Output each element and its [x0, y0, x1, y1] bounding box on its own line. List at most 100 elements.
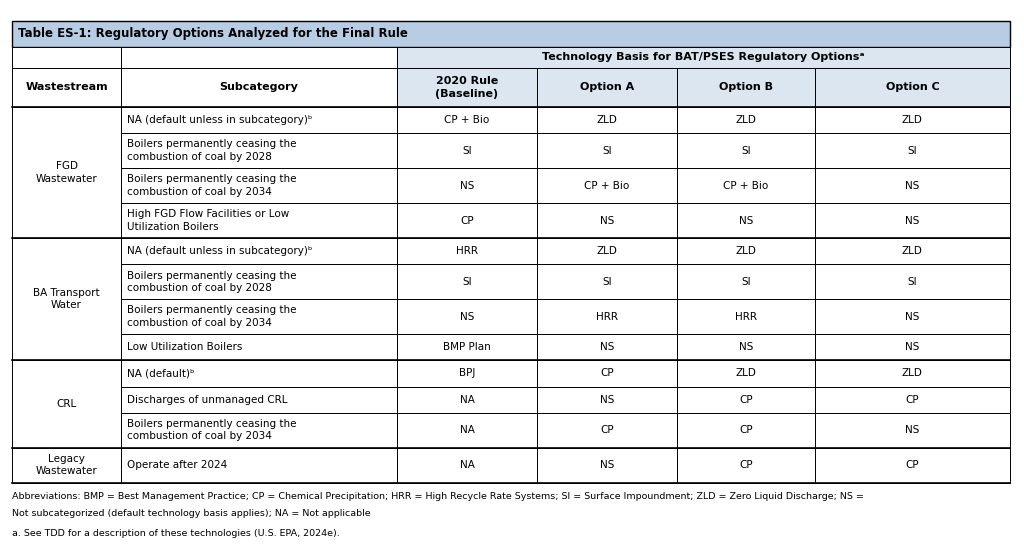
Bar — [397, 68, 537, 107]
Bar — [815, 168, 1010, 203]
Bar — [677, 264, 815, 299]
Bar — [12, 448, 121, 483]
Bar — [537, 413, 677, 448]
Text: SI: SI — [602, 277, 611, 287]
Text: ZLD: ZLD — [735, 246, 757, 256]
Text: CP: CP — [739, 395, 753, 405]
Text: Operate after 2024: Operate after 2024 — [127, 460, 227, 470]
Bar — [815, 68, 1010, 107]
Text: NS: NS — [460, 312, 474, 322]
Text: HRR: HRR — [735, 312, 757, 322]
Text: CP + Bio: CP + Bio — [723, 181, 769, 191]
Text: NS: NS — [599, 342, 614, 352]
Text: Option A: Option A — [580, 82, 634, 92]
Text: CP: CP — [600, 425, 613, 435]
Bar — [537, 264, 677, 299]
Bar — [397, 47, 1010, 68]
Text: SI: SI — [907, 277, 918, 287]
Bar — [121, 168, 397, 203]
Bar — [815, 203, 1010, 238]
Text: NA (default unless in subcategory)ᵇ: NA (default unless in subcategory)ᵇ — [127, 115, 312, 125]
Bar — [12, 360, 121, 448]
Bar — [815, 238, 1010, 264]
Bar — [815, 334, 1010, 360]
Text: NS: NS — [599, 460, 614, 470]
Text: Boilers permanently ceasing the
combustion of coal by 2028: Boilers permanently ceasing the combusti… — [127, 270, 297, 293]
Text: BPJ: BPJ — [459, 369, 475, 378]
Bar — [677, 203, 815, 238]
Text: Option C: Option C — [886, 82, 939, 92]
Text: NA: NA — [460, 425, 474, 435]
Text: a. See TDD for a description of these technologies (U.S. EPA, 2024e).: a. See TDD for a description of these te… — [12, 529, 340, 537]
Text: NS: NS — [599, 216, 614, 225]
Bar — [121, 264, 397, 299]
Bar — [537, 387, 677, 413]
Bar — [121, 68, 397, 107]
Text: Discharges of unmanaged CRL: Discharges of unmanaged CRL — [127, 395, 288, 405]
Bar — [397, 133, 537, 168]
Bar — [537, 238, 677, 264]
Bar — [397, 238, 537, 264]
Bar — [121, 107, 397, 133]
Text: HRR: HRR — [596, 312, 617, 322]
Text: NS: NS — [738, 342, 754, 352]
Text: CP: CP — [460, 216, 474, 225]
Bar — [815, 413, 1010, 448]
Text: ZLD: ZLD — [596, 246, 617, 256]
Bar — [677, 360, 815, 387]
Text: BMP Plan: BMP Plan — [443, 342, 490, 352]
Text: Boilers permanently ceasing the
combustion of coal by 2034: Boilers permanently ceasing the combusti… — [127, 174, 297, 197]
Text: HRR: HRR — [456, 246, 478, 256]
Text: Subcategory: Subcategory — [219, 82, 299, 92]
Text: NA: NA — [460, 395, 474, 405]
Text: CP: CP — [600, 369, 613, 378]
Bar — [397, 168, 537, 203]
Bar — [121, 238, 397, 264]
Text: NS: NS — [905, 342, 920, 352]
Bar — [537, 203, 677, 238]
Text: Legacy
Wastewater: Legacy Wastewater — [36, 454, 97, 477]
Bar — [121, 334, 397, 360]
Bar — [397, 360, 537, 387]
Text: SI: SI — [462, 277, 472, 287]
Bar — [12, 21, 1010, 47]
Bar — [677, 133, 815, 168]
Bar — [677, 334, 815, 360]
Bar — [121, 299, 397, 334]
Text: SI: SI — [741, 146, 751, 156]
Bar — [397, 387, 537, 413]
Bar — [677, 238, 815, 264]
Bar — [537, 360, 677, 387]
Bar — [815, 360, 1010, 387]
Text: ZLD: ZLD — [735, 369, 757, 378]
Text: ZLD: ZLD — [596, 115, 617, 125]
Text: NS: NS — [905, 425, 920, 435]
Bar — [537, 299, 677, 334]
Bar — [397, 413, 537, 448]
Bar — [815, 299, 1010, 334]
Bar — [815, 107, 1010, 133]
Bar — [12, 238, 121, 360]
Text: Low Utilization Boilers: Low Utilization Boilers — [127, 342, 243, 352]
Text: CP: CP — [905, 395, 920, 405]
Bar — [677, 168, 815, 203]
Text: BA Transport
Water: BA Transport Water — [33, 288, 100, 311]
Text: High FGD Flow Facilities or Low
Utilization Boilers: High FGD Flow Facilities or Low Utilizat… — [127, 209, 289, 232]
Text: NS: NS — [905, 181, 920, 191]
Bar — [12, 68, 121, 107]
Text: CP + Bio: CP + Bio — [444, 115, 489, 125]
Bar — [397, 203, 537, 238]
Bar — [677, 107, 815, 133]
Text: FGD
Wastewater: FGD Wastewater — [36, 161, 97, 184]
Bar — [397, 107, 537, 133]
Text: SI: SI — [741, 277, 751, 287]
Text: ZLD: ZLD — [902, 246, 923, 256]
Text: Boilers permanently ceasing the
combustion of coal by 2028: Boilers permanently ceasing the combusti… — [127, 139, 297, 162]
Bar — [537, 168, 677, 203]
Bar — [537, 133, 677, 168]
Text: NA (default)ᵇ: NA (default)ᵇ — [127, 369, 195, 378]
Bar — [537, 448, 677, 483]
Bar — [815, 133, 1010, 168]
Text: CRL: CRL — [56, 399, 77, 409]
Bar — [121, 413, 397, 448]
